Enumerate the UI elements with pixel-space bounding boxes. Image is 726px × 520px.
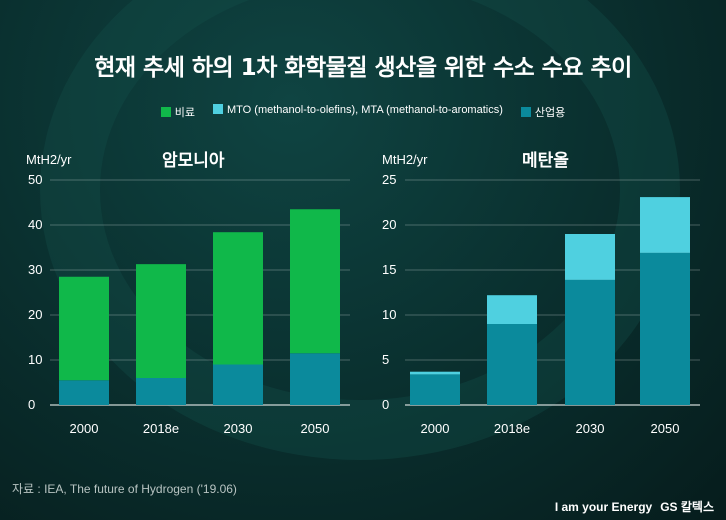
x-tick-label: 2030 <box>576 421 605 436</box>
legend-item-industrial: 산업용 <box>520 104 566 120</box>
legend-item-fertilizer: 비료 <box>160 104 195 120</box>
bar-segment <box>213 232 263 365</box>
y-tick-label: 0 <box>382 397 389 412</box>
legend-swatch <box>212 104 223 114</box>
bar-segment <box>136 378 186 405</box>
x-tick-label: 2018e <box>494 421 530 436</box>
x-tick-label: 2000 <box>421 421 450 436</box>
legend: 비료 MTO (methanol-to-olefins), MTA (metha… <box>0 104 726 120</box>
bar-segment <box>565 234 615 280</box>
page-title: 현재 추세 하의 1차 화학물질 생산을 위한 수소 수요 추이 <box>94 55 632 81</box>
brand: I am your Energy GS 칼텍스 <box>555 498 714 515</box>
bar-segment <box>290 209 340 354</box>
y-tick-label: 25 <box>382 172 396 187</box>
bar-segment <box>565 279 615 405</box>
brand-slogan: I am your Energy <box>554 499 653 514</box>
y-tick-label: 20 <box>382 217 396 232</box>
y-axis-label-ammonia: MtH2/yr <box>26 152 72 167</box>
legend-label: 비료 <box>174 107 195 119</box>
legend-swatch <box>160 107 171 117</box>
y-tick-label: 15 <box>382 262 396 277</box>
x-tick-label: 2050 <box>651 421 680 436</box>
bar-segment <box>487 295 537 324</box>
x-tick-label: 2050 <box>301 421 330 436</box>
legend-label: MTO (methanol-to-olefins), MTA (methanol… <box>226 104 503 116</box>
legend-item-mto: MTO (methanol-to-olefins), MTA (methanol… <box>212 104 503 120</box>
y-tick-label: 50 <box>28 172 42 187</box>
bar-segment <box>410 374 460 405</box>
bar-segment <box>640 252 690 405</box>
legend-swatch <box>520 107 531 117</box>
source-note: 자료 : IEA, The future of Hydrogen ('19.06… <box>12 482 237 496</box>
y-axis-label-methanol: MtH2/yr <box>382 152 428 167</box>
bar-segment <box>487 324 537 405</box>
y-tick-label: 40 <box>28 217 42 232</box>
chart-title-methanol: 메탄올 <box>522 151 569 171</box>
x-tick-label: 2030 <box>224 421 253 436</box>
y-tick-label: 10 <box>382 307 396 322</box>
bar-segment <box>59 380 109 405</box>
y-tick-label: 20 <box>28 307 42 322</box>
bar-segment <box>59 276 109 381</box>
gs-caltex-logo: GS 칼텍스 <box>660 500 714 514</box>
bar-segment <box>136 264 186 378</box>
bar-segment <box>290 353 340 405</box>
bar-segment <box>213 364 263 405</box>
y-tick-label: 30 <box>28 262 42 277</box>
x-tick-label: 2018e <box>143 421 179 436</box>
x-tick-label: 2000 <box>70 421 99 436</box>
bar-segment <box>410 371 460 375</box>
y-tick-label: 5 <box>382 352 389 367</box>
bar-segment <box>640 197 690 253</box>
legend-label: 산업용 <box>534 107 566 119</box>
y-tick-label: 0 <box>28 397 35 412</box>
chart-title-ammonia: 암모니아 <box>162 151 225 171</box>
y-tick-label: 10 <box>28 352 42 367</box>
